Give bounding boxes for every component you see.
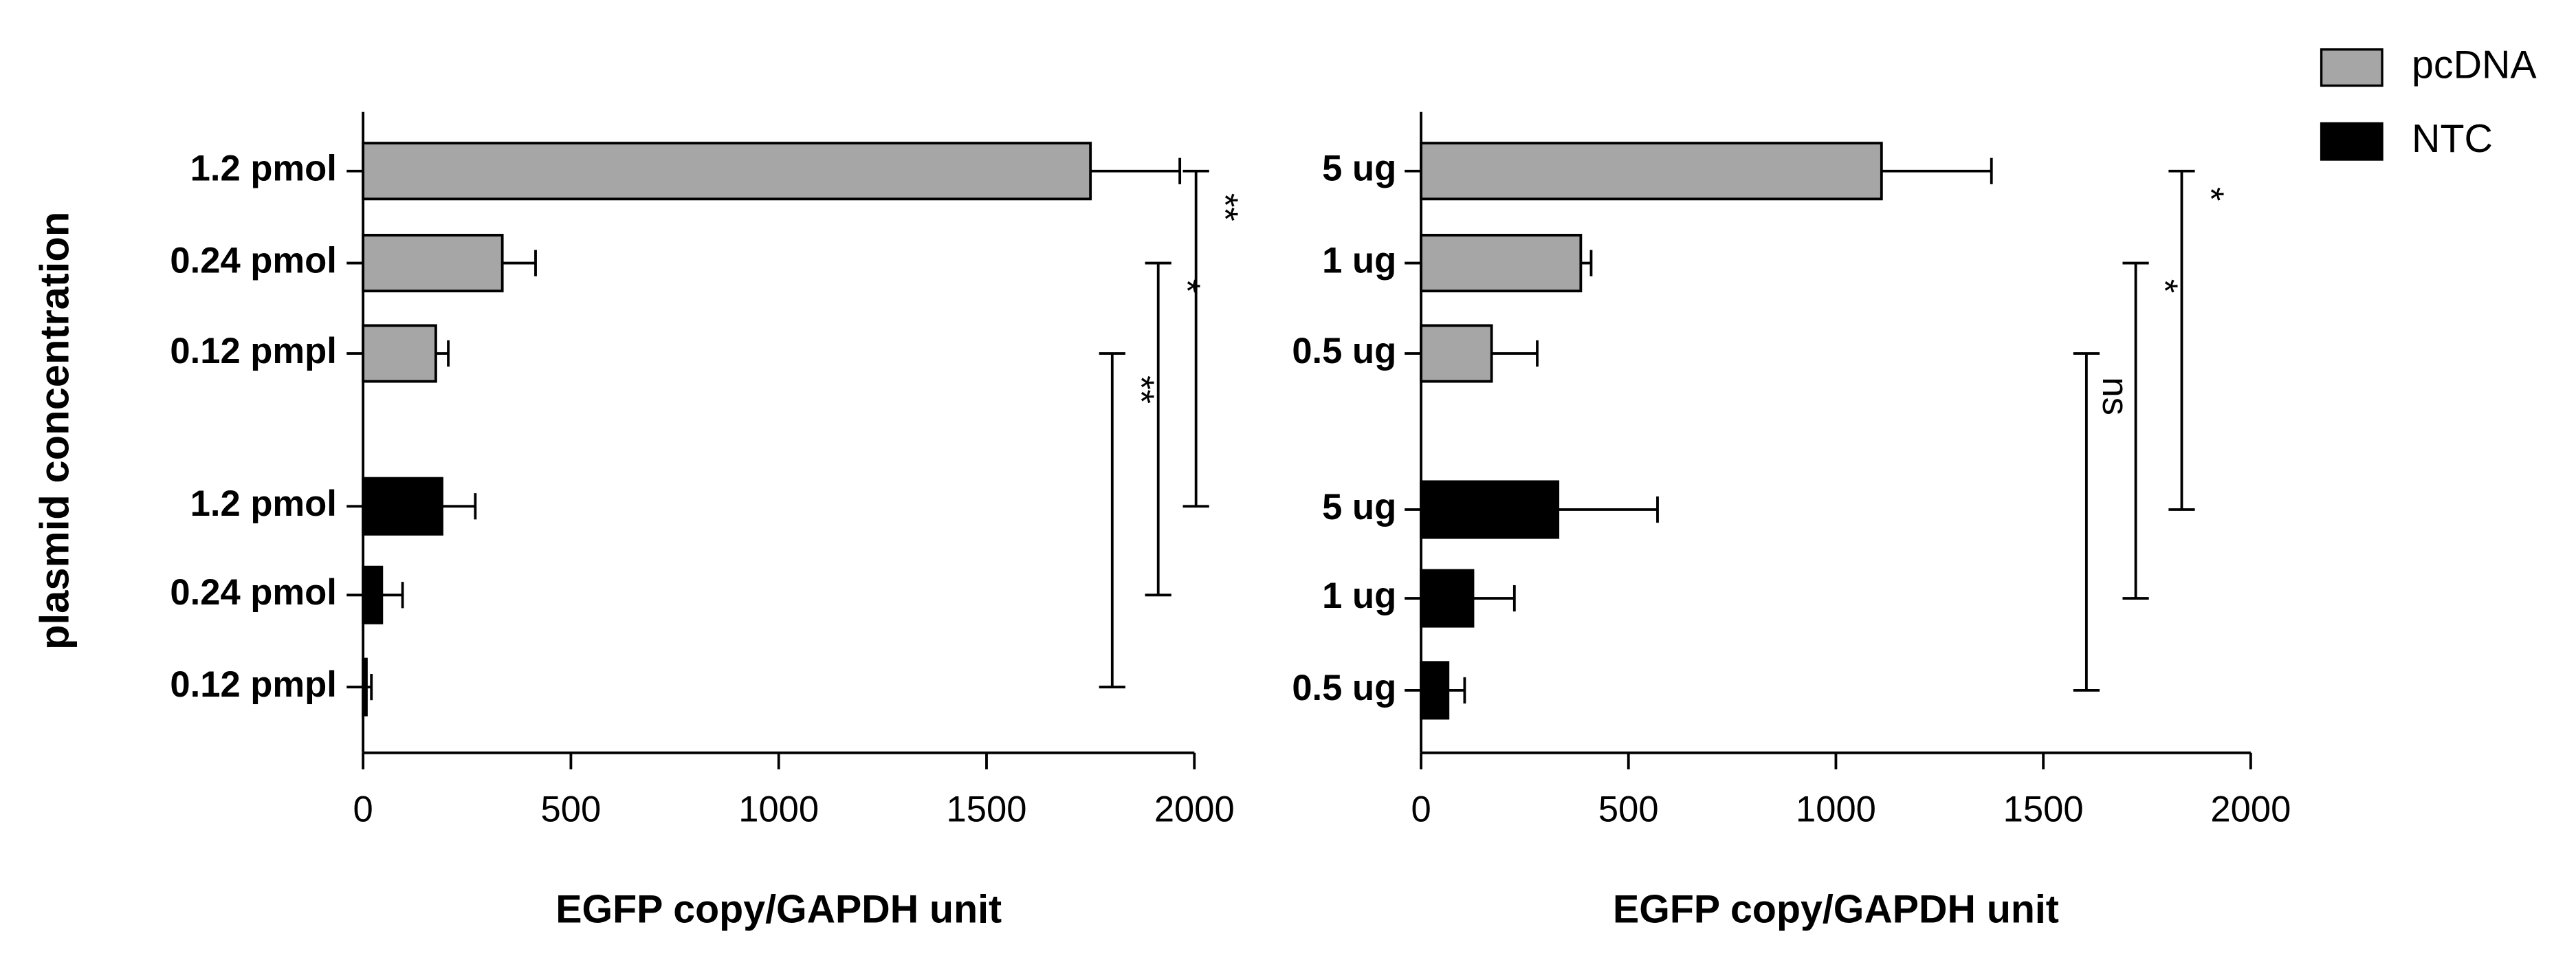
- y-tick-label: 0.24 pmol: [170, 572, 336, 613]
- significance-label: *: [2144, 279, 2185, 293]
- bar: [1420, 234, 1583, 293]
- x-tick-label: 0: [353, 789, 373, 830]
- bar: [1420, 480, 1560, 539]
- bar: [362, 565, 384, 624]
- x-tick-label: 1000: [738, 789, 819, 830]
- y-tick-label: 0.5 ug: [1292, 668, 1396, 708]
- y-tick-label: 0.5 ug: [1292, 331, 1396, 371]
- x-tick-label: 0: [1411, 789, 1431, 830]
- bar: [1420, 661, 1450, 720]
- x-tick-label: 500: [1598, 789, 1659, 830]
- significance-label: *: [2190, 187, 2231, 201]
- y-tick-label: 5 ug: [1322, 149, 1396, 189]
- significance-label: ns: [2095, 377, 2135, 415]
- y-axis-title: plasmid concentration: [31, 212, 77, 650]
- x-tick-label: 2000: [2210, 789, 2291, 830]
- x-axis-title: EGFP copy/GAPDH unit: [1613, 888, 2059, 932]
- significance-label: **: [1204, 193, 1245, 221]
- bar: [362, 477, 443, 536]
- bar: [362, 234, 504, 293]
- y-tick-label: 0.24 pmol: [170, 240, 336, 281]
- bar: [1420, 569, 1475, 628]
- x-axis-title: EGFP copy/GAPDH unit: [555, 888, 1002, 932]
- significance-label: *: [1167, 279, 1207, 293]
- y-tick-label: 0.12 pmpl: [170, 664, 336, 705]
- legend-swatch: [2320, 48, 2384, 87]
- x-tick-label: 1500: [947, 789, 1027, 830]
- significance-label: **: [1121, 375, 1161, 404]
- legend-label: pcDNA: [2412, 43, 2537, 87]
- y-tick-label: 1.2 pmol: [190, 149, 337, 189]
- legend-swatch: [2320, 122, 2384, 161]
- y-tick-label: 1 ug: [1322, 576, 1396, 616]
- bar: [1420, 142, 1883, 201]
- bar: [362, 324, 437, 383]
- y-tick-label: 0.12 pmpl: [170, 331, 336, 371]
- y-tick-label: 5 ug: [1322, 487, 1396, 527]
- x-tick-label: 500: [541, 789, 602, 830]
- bar: [1420, 324, 1493, 383]
- legend-label: NTC: [2412, 117, 2493, 161]
- bar: [362, 657, 368, 717]
- x-tick-label: 2000: [1154, 789, 1235, 830]
- bar: [362, 142, 1092, 201]
- x-tick-label: 1500: [2003, 789, 2084, 830]
- y-tick-label: 1 ug: [1322, 240, 1396, 281]
- x-tick-label: 1000: [1796, 789, 1876, 830]
- y-tick-label: 1.2 pmol: [190, 483, 337, 524]
